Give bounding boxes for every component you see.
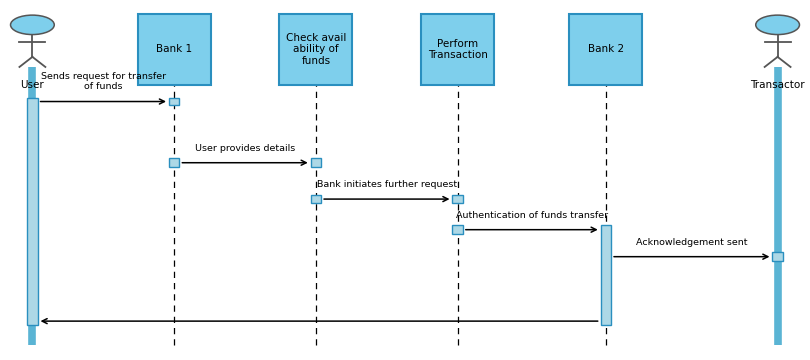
Text: Authentication of funds transfer: Authentication of funds transfer — [456, 211, 608, 220]
Bar — [168, 158, 179, 167]
Bar — [28, 98, 37, 325]
Text: Acknowledgement sent: Acknowledgement sent — [636, 238, 748, 247]
Bar — [452, 225, 463, 234]
Bar — [773, 252, 782, 261]
Bar — [311, 195, 321, 203]
Text: Bank 1: Bank 1 — [156, 45, 192, 54]
Circle shape — [756, 15, 799, 35]
Circle shape — [11, 15, 54, 35]
Text: Transactor: Transactor — [750, 80, 805, 90]
Bar — [601, 225, 611, 325]
Text: Bank initiates further request: Bank initiates further request — [317, 180, 457, 189]
FancyBboxPatch shape — [279, 14, 352, 85]
Text: User: User — [20, 80, 45, 90]
Bar — [452, 195, 463, 203]
Text: Perform
Transaction: Perform Transaction — [428, 39, 488, 60]
Text: User provides details: User provides details — [195, 144, 295, 153]
Text: Sends request for transfer
of funds: Sends request for transfer of funds — [40, 72, 166, 91]
FancyBboxPatch shape — [421, 14, 494, 85]
FancyBboxPatch shape — [569, 14, 642, 85]
FancyBboxPatch shape — [138, 14, 211, 85]
Text: Bank 2: Bank 2 — [588, 45, 624, 54]
Bar — [311, 158, 321, 167]
Bar — [168, 98, 179, 105]
Text: Check avail
ability of
funds: Check avail ability of funds — [286, 33, 346, 66]
